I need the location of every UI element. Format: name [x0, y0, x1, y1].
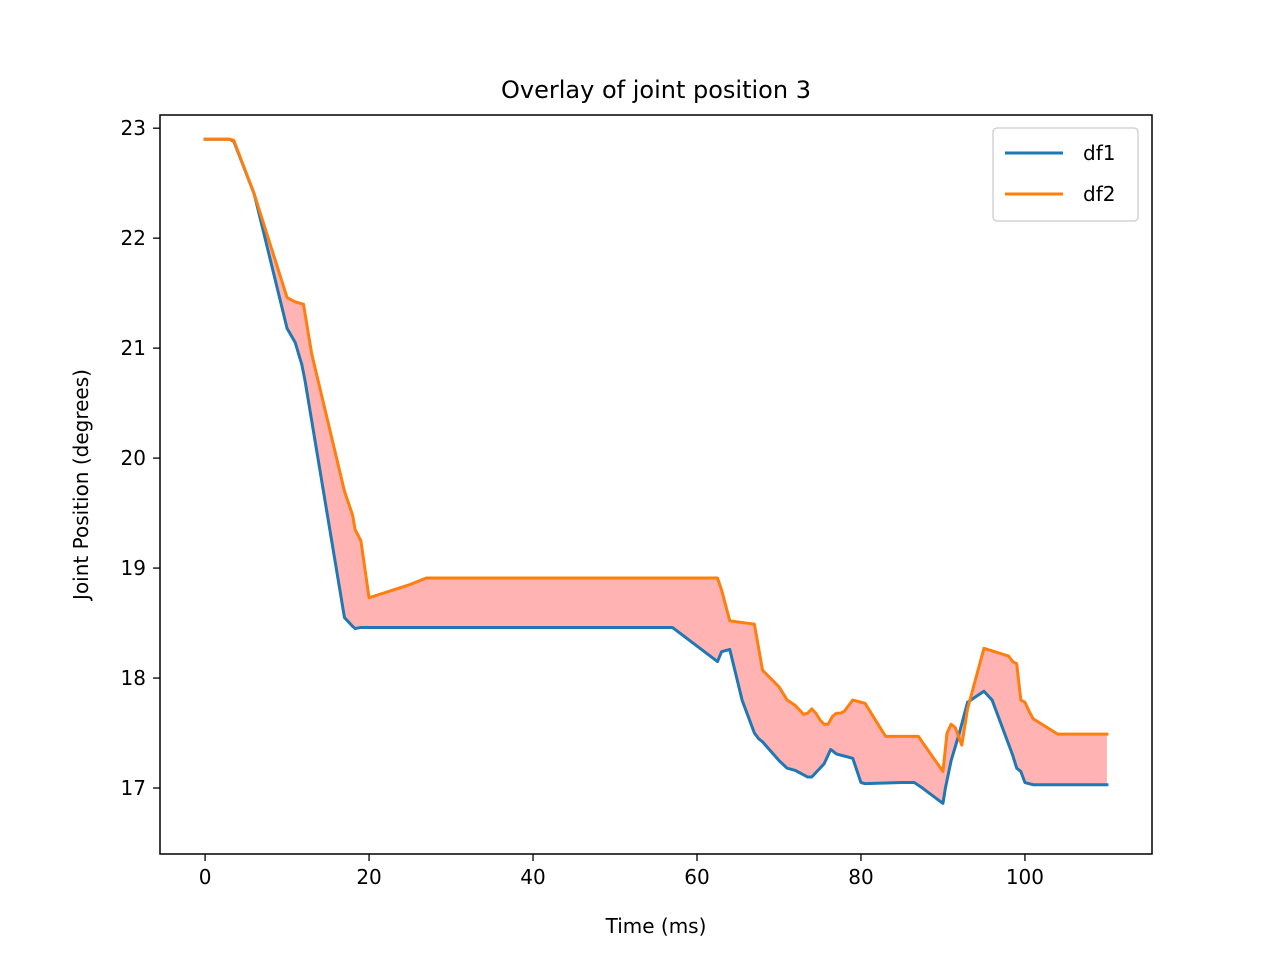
x-axis-label: Time (ms): [605, 914, 707, 938]
x-tick-label: 40: [520, 865, 545, 889]
y-tick-label: 17: [121, 776, 146, 800]
y-tick-label: 19: [121, 556, 146, 580]
x-tick-label: 60: [684, 865, 709, 889]
x-axis: 0 20 40 60 80 100: [199, 854, 1044, 889]
y-tick-label: 18: [121, 666, 146, 690]
plot-frame: [159, 114, 1153, 855]
x-tick-label: 20: [356, 865, 381, 889]
y-axis-label: Joint Position (degrees): [69, 369, 93, 602]
y-axis: 17 18 19 20 21 22 23: [121, 116, 160, 800]
series-line-df2: [203, 137, 1109, 774]
fill-between-region: [205, 139, 1107, 804]
y-tick-label: 23: [121, 116, 146, 140]
legend: df1 df2: [992, 127, 1139, 222]
y-tick-label: 20: [121, 446, 146, 470]
x-tick-label: 80: [848, 865, 873, 889]
y-tick-label: 22: [121, 226, 146, 250]
legend-label-df2: df2: [1083, 182, 1115, 206]
series-layer: [203, 137, 1109, 805]
fill-between-layer: [205, 139, 1107, 804]
series-line-df1: [203, 137, 1109, 805]
x-tick-label: 100: [1006, 865, 1044, 889]
x-tick-label: 0: [199, 865, 212, 889]
chart-title: Overlay of joint position 3: [501, 76, 811, 104]
y-tick-label: 21: [121, 336, 146, 360]
legend-box: [992, 127, 1139, 222]
legend-label-df1: df1: [1083, 141, 1115, 165]
